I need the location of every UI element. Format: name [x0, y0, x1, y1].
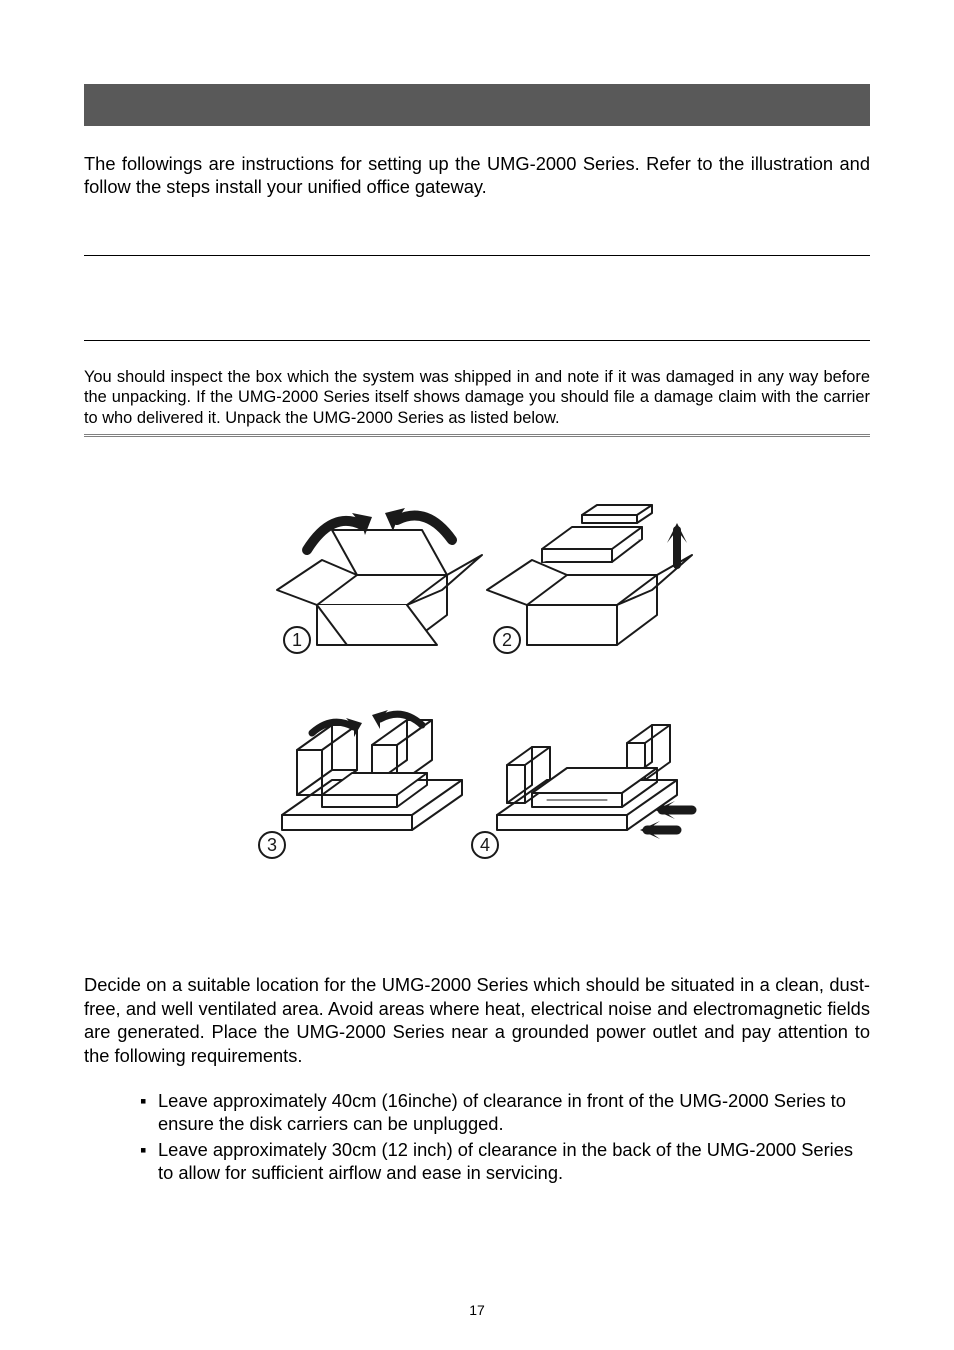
header-bar [84, 84, 870, 126]
unpacking-figure: 1 [237, 485, 717, 885]
panel-label-1: 1 [292, 630, 302, 650]
divider-bottom [84, 340, 870, 341]
intro-paragraph: The followings are instructions for sett… [84, 152, 870, 199]
page-number: 17 [0, 1302, 954, 1318]
bullet-item: ▪ Leave approximately 40cm (16inche) of … [140, 1089, 870, 1136]
panel-label-3: 3 [267, 835, 277, 855]
note-paragraph: You should inspect the box which the sys… [84, 367, 870, 431]
location-paragraph: Decide on a suitable location for the UM… [84, 973, 870, 1067]
note-box: You should inspect the box which the sys… [84, 367, 870, 438]
bullet-item: ▪ Leave approximately 30cm (12 inch) of … [140, 1138, 870, 1185]
panel-label-2: 2 [502, 630, 512, 650]
figure-container: 1 [84, 485, 870, 885]
bullet-marker-icon: ▪ [140, 1138, 158, 1185]
bullet-list: ▪ Leave approximately 40cm (16inche) of … [84, 1089, 870, 1185]
bullet-text: Leave approximately 40cm (16inche) of cl… [158, 1089, 870, 1136]
divider-top [84, 255, 870, 256]
panel-label-4: 4 [480, 835, 490, 855]
bullet-text: Leave approximately 30cm (12 inch) of cl… [158, 1138, 870, 1185]
bullet-marker-icon: ▪ [140, 1089, 158, 1136]
page: The followings are instructions for sett… [0, 0, 954, 1350]
